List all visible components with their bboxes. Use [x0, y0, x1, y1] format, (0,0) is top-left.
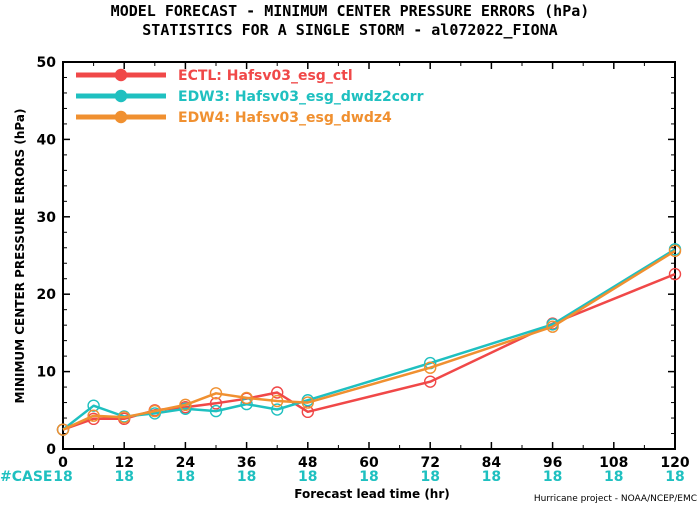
x-tick-label: 48: [298, 455, 317, 471]
data-point: [668, 244, 682, 258]
y-tick-label: 20: [37, 287, 57, 303]
chart-title-line1: MODEL FORECAST - MINIMUM CENTER PRESSURE…: [111, 2, 590, 20]
legend-label: EDW3: Hafsv03_esg_dwdz2corr: [178, 89, 424, 105]
data-point: [87, 399, 100, 412]
x-tick-label: 60: [359, 455, 379, 471]
data-point: [56, 423, 70, 436]
plot-area: 0102030405001812182418361848186018721884…: [37, 55, 690, 485]
chart-title-line2: STATISTICS FOR A SINGLE STORM - al072022…: [142, 21, 557, 39]
data-point: [209, 387, 223, 400]
data-point: [424, 375, 437, 388]
legend-label: EDW4: Hafsv03_esg_dwdz4: [178, 110, 392, 126]
case-count: 18: [420, 469, 439, 485]
case-count: 18: [237, 469, 256, 485]
x-tick-label: 12: [114, 455, 133, 471]
legend-swatch-marker: [114, 68, 128, 82]
case-count: 18: [53, 469, 72, 485]
y-tick-label: 0: [46, 442, 56, 458]
data-point: [179, 402, 192, 415]
data-point: [271, 394, 284, 408]
case-count: 18: [114, 469, 133, 485]
case-row-label: #CASE: [0, 469, 53, 485]
data-point: [271, 403, 284, 416]
x-tick-label: 120: [660, 455, 689, 471]
x-tick-label: 36: [237, 455, 256, 471]
y-axis-label: MINIMUM CENTER PRESSURE ERRORS (hPa): [13, 109, 27, 404]
series-line: [62, 248, 676, 431]
data-point: [240, 391, 253, 405]
credit-text: Hurricane project - NOAA/NCEP/EMC: [534, 494, 697, 504]
case-count: 18: [298, 469, 317, 485]
data-point: [209, 397, 223, 410]
data-point: [87, 409, 100, 422]
case-count: 18: [665, 469, 684, 485]
data-point: [301, 396, 314, 409]
x-tick-label: 0: [58, 455, 68, 471]
data-point: [668, 267, 682, 281]
case-count: 18: [359, 469, 378, 485]
y-tick-label: 40: [37, 132, 57, 148]
x-axis-label: Forecast lead time (hr): [294, 487, 450, 501]
y-tick-label: 50: [37, 55, 57, 71]
data-point: [148, 404, 162, 418]
case-count: 18: [604, 469, 623, 485]
x-tick-label: 96: [543, 455, 562, 471]
legend-label: ECTL: Hafsv03_esg_ctl: [178, 68, 353, 84]
case-count: 18: [176, 469, 195, 485]
y-tick-label: 30: [37, 210, 57, 226]
legend-swatch-marker: [114, 89, 128, 103]
data-point: [271, 386, 284, 399]
x-tick-label: 84: [482, 455, 502, 471]
data-point: [546, 320, 559, 333]
legend-swatch-marker: [114, 110, 128, 124]
series-line: [62, 272, 676, 431]
data-point: [424, 361, 437, 374]
x-tick-label: 72: [420, 455, 439, 471]
data-point: [209, 404, 223, 418]
x-tick-label: 108: [599, 455, 628, 471]
case-count: 18: [482, 469, 501, 485]
case-count: 18: [543, 469, 562, 485]
data-point: [179, 398, 192, 412]
x-tick-label: 24: [176, 455, 196, 471]
data-point: [117, 411, 131, 424]
y-tick-label: 10: [37, 365, 57, 381]
series-line: [62, 249, 676, 431]
